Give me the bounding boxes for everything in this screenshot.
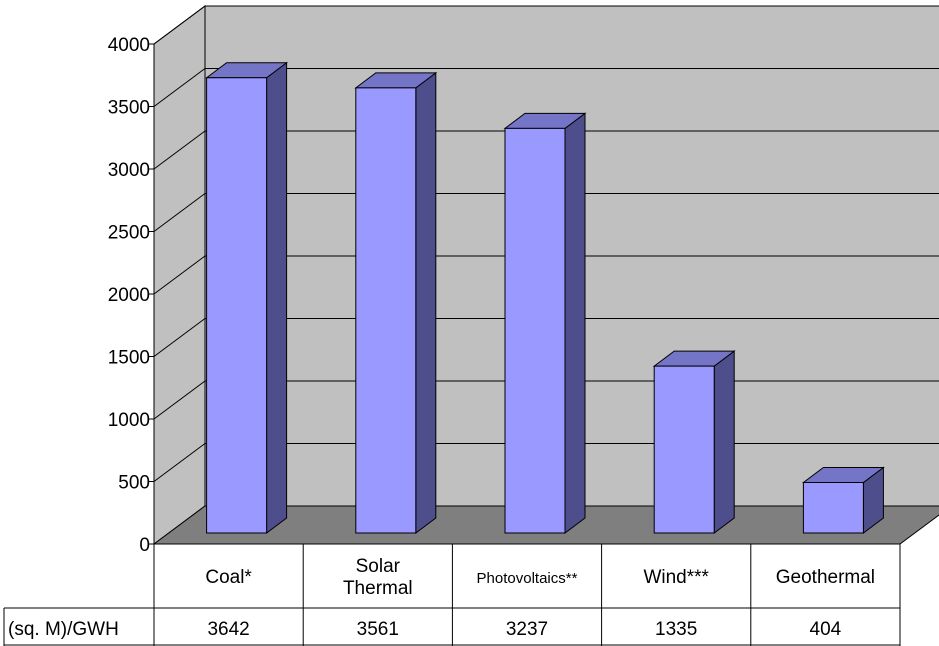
data-label: 1335 [655,619,697,640]
y-tick-label: 2000 [108,285,150,306]
bar-1 [205,61,289,534]
gridline-side [153,318,206,357]
bar-front [802,482,864,534]
category-label: Wind*** [643,567,709,588]
category-label: Geothermal [776,567,875,588]
bars [205,61,885,534]
y-tick-label: 0 [139,535,150,556]
gridline-side [153,5,206,45]
bar-4 [652,350,736,534]
bar-side [415,71,437,534]
bar-2 [354,71,438,534]
bar-front [653,365,715,534]
y-axis: 0 500 1000 1500 2000 2500 3000 3500 4000 [108,35,155,556]
bar-side [266,61,288,534]
y-tick-label: 1000 [108,410,150,431]
y-tick-label: 3500 [108,98,150,119]
gridline-side [153,443,206,482]
category-label: Coal* [205,567,252,588]
y-tick-label: 4000 [108,35,150,56]
y-tick-label: 1500 [108,348,150,369]
category-label: Photovoltaics** [477,570,578,587]
bar-side [713,350,735,534]
series-label: (sq. M)/GWH [8,619,119,640]
y-tick-label: 2500 [108,223,150,244]
data-table: (sq. M)/GWH 3642 3561 3237 1335 404 [3,543,901,646]
gridline-side [153,255,206,295]
y-tick-label: 500 [118,473,150,494]
bar-front [355,87,417,534]
gridline-side [153,193,206,232]
bar-front [504,127,566,534]
gridline-side [153,68,206,107]
data-label: 3561 [357,619,399,640]
gridline-side [153,130,206,170]
bar-5 [801,466,885,534]
data-label: 404 [810,619,842,640]
category-label: Thermal [343,578,413,599]
category-label: Solar [356,556,401,577]
data-label: 3642 [207,619,249,640]
bar-3 [503,112,587,534]
gridline-side [153,380,206,420]
bar-side [564,112,586,534]
data-label: 3237 [506,619,548,640]
y-tick-label: 3000 [108,160,150,181]
bar-front [206,77,268,534]
